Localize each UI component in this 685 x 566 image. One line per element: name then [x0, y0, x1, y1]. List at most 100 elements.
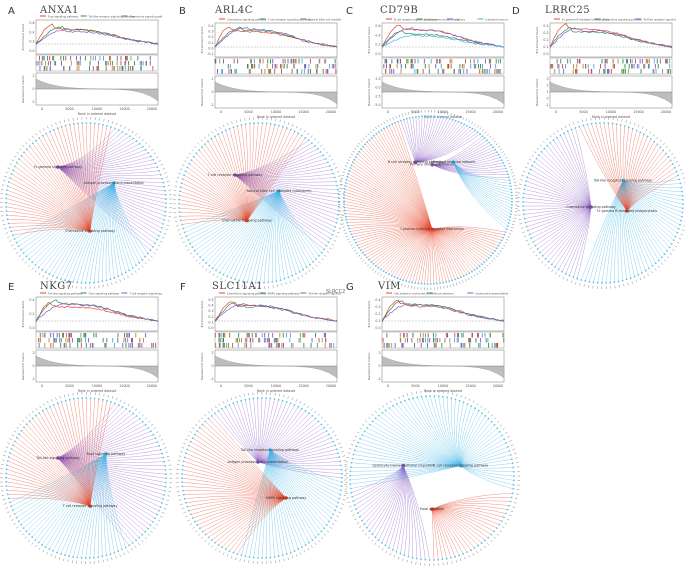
gene-node	[301, 546, 303, 548]
gene-label-mark	[215, 129, 216, 131]
gene-label-mark	[481, 406, 483, 408]
gene-label-mark	[513, 179, 515, 180]
gene-node	[546, 145, 548, 147]
gene-node	[349, 483, 351, 485]
gene-node	[164, 215, 166, 217]
gene-label-mark	[658, 266, 660, 268]
gene-label-mark	[208, 134, 210, 136]
gene-label-mark	[187, 249, 189, 250]
gene-label-mark	[503, 154, 505, 155]
gene-label-mark	[240, 119, 241, 121]
gene-label-mark	[135, 134, 136, 136]
gene-node	[498, 245, 500, 247]
gene-label-mark	[154, 153, 156, 155]
gene-label-mark	[29, 414, 31, 416]
gene-node	[484, 137, 486, 139]
gene-label-mark	[311, 408, 313, 410]
gene-node	[510, 186, 512, 188]
gene-label-mark	[19, 255, 21, 256]
gene-node	[42, 410, 44, 412]
gene-label-mark	[319, 262, 321, 264]
gene-node	[81, 557, 83, 559]
gene-label-mark	[166, 452, 168, 453]
gene-node	[488, 142, 490, 144]
gene-label-mark	[201, 140, 203, 142]
gene-node	[233, 126, 235, 128]
gene-label-mark	[232, 122, 233, 124]
gene-label-mark	[523, 171, 525, 172]
gene-label-mark	[405, 285, 406, 287]
gene-node	[499, 242, 501, 244]
gene-node	[612, 123, 614, 125]
gene-label-mark	[135, 409, 136, 411]
gene-node	[178, 203, 180, 205]
gene-node	[412, 397, 414, 399]
gene-label-mark	[208, 411, 210, 413]
gene-node	[141, 534, 143, 536]
legend-label: Focal adhesion	[435, 292, 455, 296]
gene-node	[360, 148, 362, 150]
gene-node	[305, 544, 307, 546]
gene-node	[396, 551, 398, 553]
gene-node	[181, 477, 183, 479]
gene-label-mark	[565, 126, 566, 128]
gene-label-mark	[338, 443, 340, 444]
gene-node	[8, 223, 10, 225]
gene-label-mark	[189, 153, 191, 155]
gene-label-mark	[582, 120, 583, 122]
gene-label-mark	[151, 531, 153, 533]
gene-label-mark	[477, 126, 478, 128]
gene-label-mark	[622, 119, 623, 122]
gene-node	[405, 280, 407, 282]
legend-label: Chemokine signaling pathway	[129, 15, 162, 19]
es-ytick: 0.2	[543, 38, 548, 42]
es-ytick: 0.0	[375, 326, 380, 330]
gene-node	[394, 122, 396, 124]
gene-label-mark	[4, 451, 6, 452]
gene-node	[179, 195, 181, 197]
gene-node	[652, 265, 654, 267]
gene-node	[261, 557, 263, 559]
gene-label-mark	[552, 270, 554, 272]
gene-node	[7, 218, 9, 220]
gene-label-mark	[158, 520, 160, 521]
gene-node	[587, 124, 589, 126]
gene-node	[165, 482, 167, 484]
gene-node	[583, 125, 585, 127]
gene-label-mark	[17, 427, 19, 428]
es-ytick: 0.3	[208, 30, 213, 34]
gene-node	[329, 165, 331, 167]
gene-node	[164, 465, 166, 467]
gene-node	[661, 257, 663, 259]
es-axes	[36, 297, 158, 331]
gene-node	[265, 397, 267, 399]
gene-node	[409, 117, 411, 119]
gene-node	[383, 270, 385, 272]
gene-node	[85, 282, 87, 284]
gene-node	[185, 502, 187, 504]
gene-node	[16, 242, 18, 244]
gene-label-mark	[474, 124, 475, 126]
gene-label-mark	[153, 527, 155, 528]
gene-label-mark	[399, 397, 400, 399]
gene-node	[431, 115, 433, 117]
pathway-label: Toll-like signaling pathway	[35, 456, 79, 460]
gene-node	[676, 232, 678, 234]
gene-node	[61, 126, 63, 128]
gene-node	[676, 171, 678, 173]
gene-label-mark	[32, 136, 34, 138]
gene-node	[332, 441, 334, 443]
gene-node	[121, 274, 123, 276]
gene-node	[21, 155, 23, 157]
gene-label-mark	[336, 439, 338, 440]
gene-node	[192, 437, 194, 439]
gene-node	[148, 427, 150, 429]
gene-node	[129, 135, 131, 137]
panel-letter: G	[346, 282, 354, 293]
gene-node	[26, 423, 28, 425]
gene-label-mark	[184, 161, 186, 162]
metric-ytick: -1	[545, 103, 548, 107]
gene-node	[237, 125, 239, 127]
gene-label-mark	[202, 266, 204, 268]
